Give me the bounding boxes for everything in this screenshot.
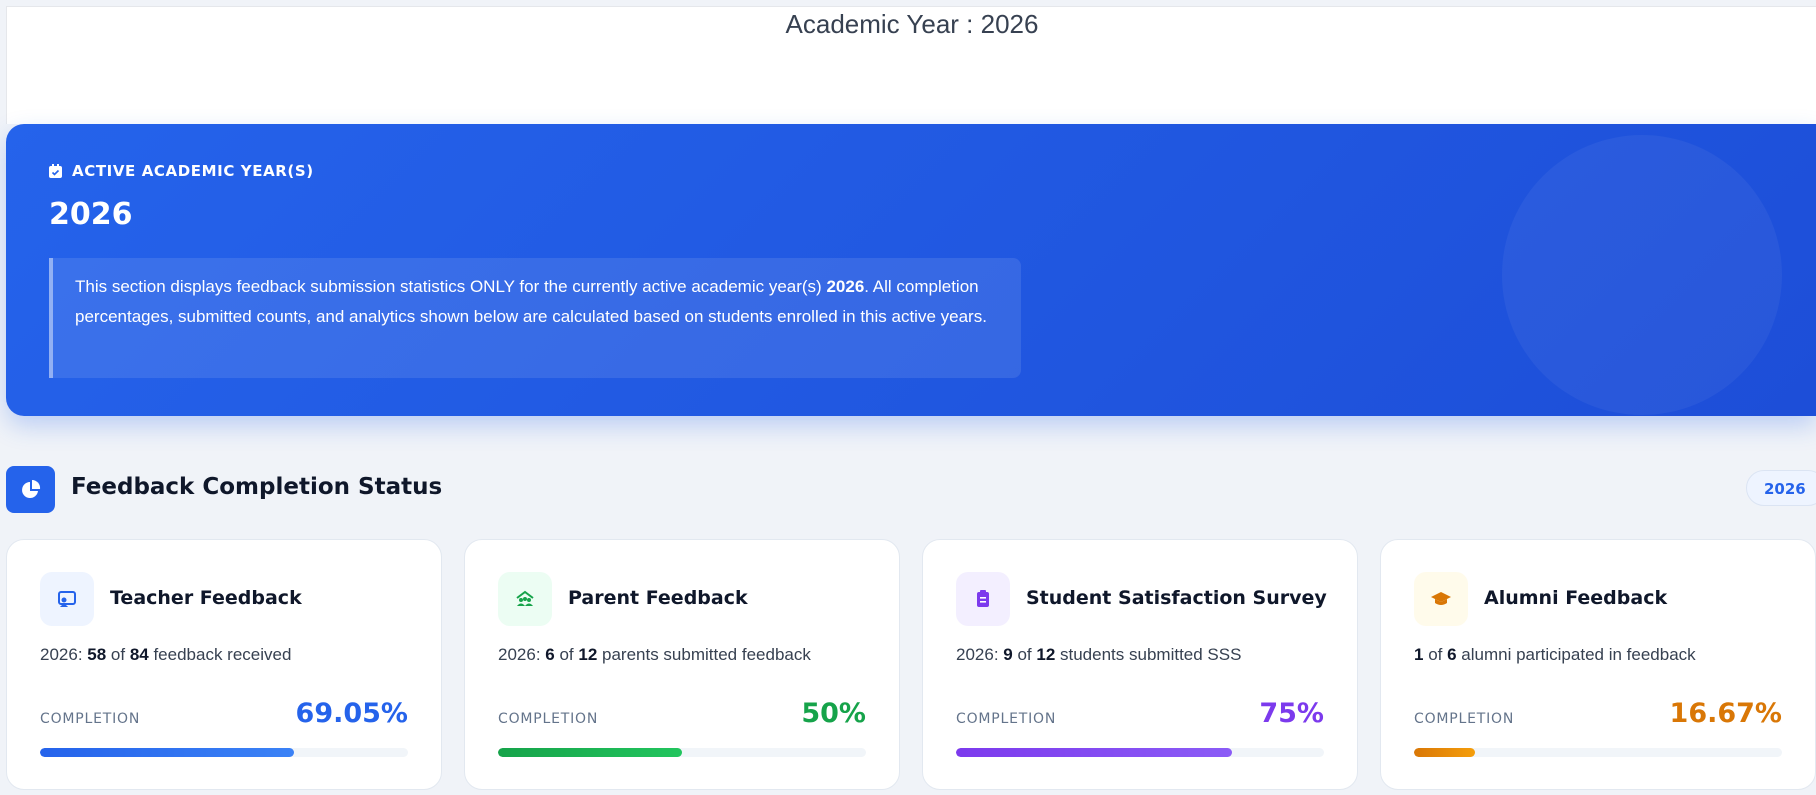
- bold-text: 12: [578, 645, 598, 664]
- progress-track: [498, 748, 866, 757]
- text: 2026:: [40, 645, 88, 664]
- bold-text: 58: [87, 645, 107, 664]
- year-badge: 2026: [1746, 470, 1816, 506]
- progress-fill: [498, 748, 682, 757]
- completion-percent: 75%: [1259, 698, 1324, 729]
- card-stat: 2026: 6 of 12 parents submitted feedback: [498, 645, 811, 665]
- text: This section displays feedback submissio…: [75, 277, 827, 296]
- card-title: Alumni Feedback: [1484, 587, 1668, 609]
- text: alumni participated in feedback: [1456, 645, 1696, 664]
- progress-track: [1414, 748, 1782, 757]
- text: of: [554, 645, 579, 664]
- progress-track: [956, 748, 1324, 757]
- completion-label: COMPLETION: [498, 711, 599, 727]
- icon: [58, 591, 76, 607]
- card-stat: 2026: 9 of 12 students submitted SSS: [956, 645, 1241, 665]
- section-title: Feedback Completion Status: [71, 474, 443, 500]
- bold-text: 9: [1003, 645, 1013, 664]
- completion-label: COMPLETION: [1414, 711, 1515, 727]
- card-title: Student Satisfaction Survey: [1026, 587, 1327, 609]
- text: parents submitted feedback: [597, 645, 811, 664]
- text: students submitted SSS: [1055, 645, 1242, 664]
- section-icon: [6, 466, 55, 513]
- bold-text: 1: [1414, 645, 1424, 664]
- completion-percent: 50%: [801, 698, 866, 729]
- card-row: Teacher Feedback 2026: 58 of 84 feedback …: [6, 539, 1816, 790]
- text: of: [1423, 645, 1448, 664]
- banner-year: 2026: [49, 197, 133, 232]
- bold-text: 12: [1036, 645, 1056, 664]
- card-title: Teacher Feedback: [110, 587, 302, 609]
- pie-icon: [21, 479, 40, 498]
- feedback-card: Student Satisfaction Survey 2026: 9 of 12…: [922, 539, 1358, 790]
- bold-text: 6: [1447, 645, 1457, 664]
- card-title: Parent Feedback: [568, 587, 748, 609]
- text: . All completion percentages, submitted …: [75, 277, 987, 326]
- card-stat: 1 of 6 alumni participated in feedback: [1414, 645, 1696, 665]
- page-title: Academic Year : 2026: [785, 9, 1039, 39]
- text: 2026:: [956, 645, 1004, 664]
- decoration: [1502, 135, 1782, 415]
- text: of: [1012, 645, 1037, 664]
- completion-label: COMPLETION: [40, 711, 141, 727]
- icon: [1431, 592, 1451, 605]
- completion-percent: 16.67%: [1669, 698, 1782, 729]
- banner-label: ACTIVE ACADEMIC YEAR(S): [72, 162, 314, 180]
- calendar-icon: [49, 164, 62, 178]
- card-icon: [1414, 572, 1468, 626]
- feedback-card: Teacher Feedback 2026: 58 of 84 feedback …: [6, 539, 442, 790]
- progress-track: [40, 748, 408, 757]
- bold-text: 6: [545, 645, 555, 664]
- progress-fill: [40, 748, 295, 757]
- text: feedback received: [148, 645, 292, 664]
- bold-text: 2026: [826, 277, 865, 296]
- completion-label: COMPLETION: [956, 711, 1057, 727]
- text: of: [106, 645, 130, 664]
- icon: [516, 590, 534, 606]
- banner-label-row: ACTIVE ACADEMIC YEAR(S): [49, 162, 314, 180]
- completion-percent: 69.05%: [295, 698, 408, 729]
- card-icon: [40, 572, 94, 626]
- progress-fill: [956, 748, 1232, 757]
- card-stat: 2026: 58 of 84 feedback received: [40, 645, 291, 665]
- feedback-card: Alumni Feedback 1 of 6 alumni participate…: [1380, 539, 1816, 790]
- card-icon: [498, 572, 552, 626]
- active-year-banner: ACTIVE ACADEMIC YEAR(S) 2026 This sectio…: [6, 124, 1816, 416]
- progress-fill: [1414, 748, 1476, 757]
- icon: [977, 590, 989, 607]
- top-bar: Academic Year : 2026: [6, 6, 1816, 124]
- feedback-card: Parent Feedback 2026: 6 of 12 parents sub…: [464, 539, 900, 790]
- card-icon: [956, 572, 1010, 626]
- banner-description: This section displays feedback submissio…: [49, 258, 1021, 378]
- bold-text: 84: [129, 645, 149, 664]
- text: 2026:: [498, 645, 546, 664]
